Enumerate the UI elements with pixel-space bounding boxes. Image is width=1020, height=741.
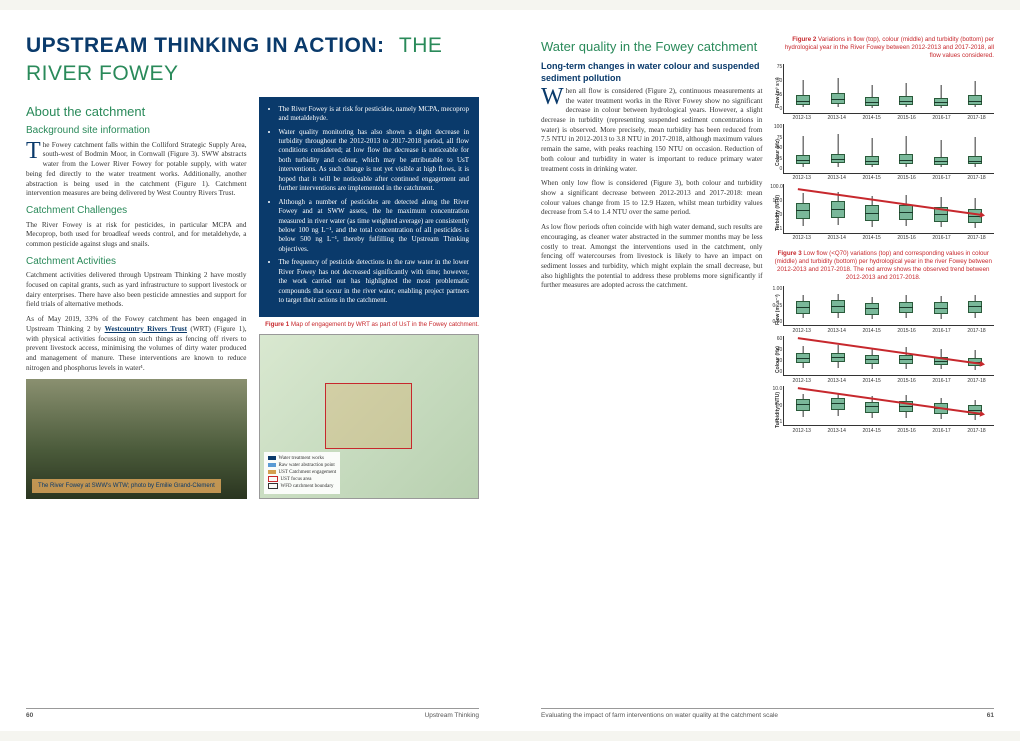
bullet-4: The frequency of pesticide detections in… (279, 258, 470, 305)
wq-p2: When only low flow is considered (Figure… (541, 179, 763, 218)
left-footer: 60 Upstream Thinking (26, 708, 479, 721)
left-footer-text: Upstream Thinking (425, 712, 479, 721)
box (897, 340, 915, 371)
plot-area: 100.010.01.00.12012-132013-142014-152015… (783, 184, 994, 234)
box (863, 390, 881, 421)
box (932, 128, 950, 169)
plot-area: 10075502502012-132013-142014-152015-1620… (783, 124, 994, 174)
box (829, 128, 847, 169)
heading-water-quality: Water quality in the Fowey catchment (541, 38, 763, 56)
wrt-link[interactable]: Westcountry Rivers Trust (105, 325, 187, 333)
legend-abstraction: Raw water abstraction point (268, 462, 337, 469)
box (897, 128, 915, 169)
box (897, 390, 915, 421)
boxplot-chart: Colour (Hz)10075502502012-132013-142014-… (773, 124, 995, 182)
box (863, 128, 881, 169)
boxplot-chart: Turbidity (NTU)10.01.00.12012-132013-142… (773, 386, 995, 434)
box (897, 290, 915, 321)
plot-area: 75502502012-132013-142014-152015-162016-… (783, 64, 994, 114)
box (794, 290, 812, 321)
fig3-caption: Figure 3 Low flow (<Q70) variations (top… (773, 250, 995, 282)
box (897, 68, 915, 109)
box (966, 68, 984, 109)
fig2-caption: Figure 2 Variations in flow (top), colou… (773, 36, 995, 60)
box (932, 68, 950, 109)
activities-p1: Catchment activities delivered through U… (26, 271, 247, 310)
boxplot-chart: Flow (m³ s⁻¹)75502502012-132013-142014-1… (773, 64, 995, 122)
fig2-label: Figure 2 (792, 36, 816, 43)
box (794, 188, 812, 229)
wq-p1: When all flow is considered (Figure 2), … (541, 87, 763, 174)
fig1-caption: Figure 1 Map of engagement by WRT as par… (259, 321, 480, 329)
heading-challenges: Catchment Challenges (26, 204, 247, 218)
box (794, 128, 812, 169)
box (794, 340, 812, 371)
right-text-column: Water quality in the Fowey catchment Lon… (541, 32, 763, 434)
box (966, 188, 984, 229)
right-page: Water quality in the Fowey catchment Lon… (515, 10, 1020, 731)
legend-focus: UST focus area (268, 476, 337, 483)
box (863, 188, 881, 229)
fig3-text: Low flow (<Q70) variations (top) and cor… (775, 250, 992, 281)
box (794, 390, 812, 421)
fig1-label: Figure 1 (265, 321, 289, 328)
main-title: UPSTREAM THINKING IN ACTION: THE RIVER F… (26, 32, 479, 89)
heading-longterm: Long-term changes in water colour and su… (541, 60, 763, 84)
right-footer: Evaluating the impact of farm interventi… (541, 708, 994, 721)
box (829, 290, 847, 321)
right-columns: Water quality in the Fowey catchment Lon… (541, 32, 994, 434)
legend-boundary: WFD catchment boundary (268, 483, 337, 490)
boxplot-chart: Flow (m³ s⁻¹)1.000.750.502012-132013-142… (773, 286, 995, 334)
left-columns: About the catchment Background site info… (26, 97, 479, 500)
right-footer-text: Evaluating the impact of farm interventi… (541, 712, 778, 721)
title-left: UPSTREAM THINKING IN ACTION: (26, 34, 385, 57)
page-spread: UPSTREAM THINKING IN ACTION: THE RIVER F… (0, 10, 1020, 731)
legend-wtw: Water treatment works (268, 455, 337, 462)
box (863, 340, 881, 371)
boxplot-chart: Colour (Hz)60402002012-132013-142014-152… (773, 336, 995, 384)
bullet-1: The River Fowey is at risk for pesticide… (279, 105, 470, 124)
map-legend: Water treatment works Raw water abstract… (264, 452, 341, 493)
fig3-label: Figure 3 (778, 250, 802, 257)
heading-background: Background site information (26, 124, 247, 138)
fig2-text: Variations in flow (top), colour (middle… (785, 36, 994, 59)
left-page: UPSTREAM THINKING IN ACTION: THE RIVER F… (0, 10, 505, 731)
fig2-charts: Flow (m³ s⁻¹)75502502012-132013-142014-1… (773, 64, 995, 242)
right-page-number: 61 (987, 712, 994, 721)
boxplot-chart: Turbidity (NTU)100.010.01.00.12012-13201… (773, 184, 995, 242)
left-right-column: The River Fowey is at risk for pesticide… (259, 97, 480, 500)
legend-engagement: UST Catchment engagement (268, 469, 337, 476)
river-photo: The River Fowey at SWW's WTW; photo by E… (26, 379, 247, 499)
right-charts-column: Figure 2 Variations in flow (top), colou… (773, 32, 995, 434)
box (966, 340, 984, 371)
plot-area: 60402002012-132013-142014-152015-162016-… (783, 336, 994, 376)
key-bullets: The River Fowey is at risk for pesticide… (259, 97, 480, 318)
plot-area: 10.01.00.12012-132013-142014-152015-1620… (783, 386, 994, 426)
left-text-column: About the catchment Background site info… (26, 97, 247, 500)
left-page-number: 60 (26, 712, 33, 721)
box (966, 390, 984, 421)
box (863, 68, 881, 109)
plot-area: 1.000.750.502012-132013-142014-152015-16… (783, 286, 994, 326)
bullet-2: Water quality monitoring has also shown … (279, 128, 470, 194)
box (794, 68, 812, 109)
wq-p3: As low flow periods often coincide with … (541, 223, 763, 291)
photo-caption: The River Fowey at SWW's WTW; photo by E… (32, 479, 221, 493)
box (863, 290, 881, 321)
map-focus-area (325, 383, 412, 448)
box (966, 290, 984, 321)
bg-paragraph: The Fowey catchment falls within the Col… (26, 141, 247, 199)
heading-activities: Catchment Activities (26, 255, 247, 269)
box (829, 68, 847, 109)
box (897, 188, 915, 229)
fig1-text: Map of engagement by WRT as part of UsT … (289, 321, 479, 328)
heading-about: About the catchment (26, 103, 247, 121)
bullet-3: Although a number of pesticides are dete… (279, 198, 470, 255)
box (966, 128, 984, 169)
challenges-paragraph: The River Fowey is at risk for pesticide… (26, 221, 247, 250)
fig3-charts: Flow (m³ s⁻¹)1.000.750.502012-132013-142… (773, 286, 995, 434)
catchment-map: Water treatment works Raw water abstract… (259, 334, 480, 499)
activities-p2: As of May 2019, 33% of the Fowey catchme… (26, 315, 247, 373)
box (932, 290, 950, 321)
